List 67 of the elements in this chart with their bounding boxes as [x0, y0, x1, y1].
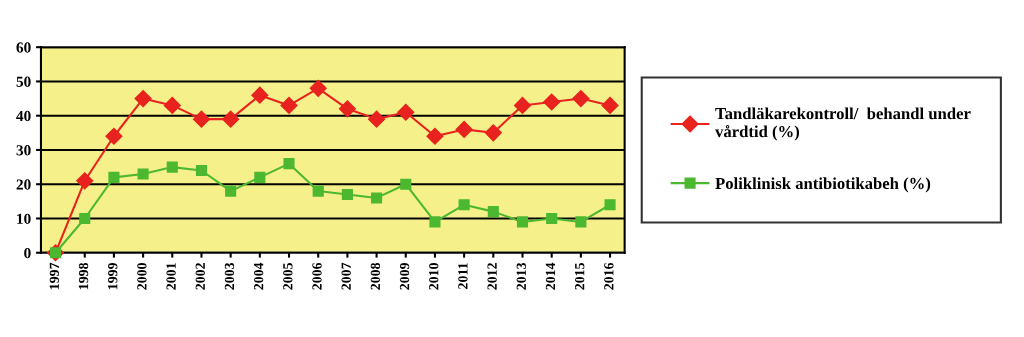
x-tick-label: 2000: [137, 263, 147, 290]
point: [166, 161, 178, 173]
point: [251, 86, 269, 104]
point: [280, 96, 298, 114]
x-tick-label: 2012: [487, 263, 497, 290]
y-tick-label: 30: [16, 145, 31, 156]
x-tick-label: 2016: [604, 262, 614, 290]
point: [572, 90, 590, 108]
point: [546, 212, 558, 225]
y-tick-label: 50: [16, 76, 31, 87]
x-tick-label: 2015: [574, 262, 585, 290]
x-tick-label: 2005: [283, 262, 293, 290]
point: [79, 212, 91, 225]
y-tick-label: 40: [16, 110, 31, 122]
point: [487, 206, 499, 218]
x-tick-label: 2009: [399, 262, 410, 290]
x-tick-label: 2011: [458, 263, 468, 289]
x-tick-label: 2007: [341, 262, 351, 290]
point: [543, 93, 561, 111]
point: [400, 178, 412, 190]
point: [254, 171, 266, 183]
x-tick-label: 2004: [253, 262, 264, 290]
point: [371, 192, 383, 204]
legend-label: Tandläkarekontroll/ behandl under vårdtid (%): [715, 107, 971, 141]
point: [338, 100, 356, 118]
y-tick-label: 0: [24, 247, 31, 259]
point: [458, 199, 470, 211]
point: [455, 120, 473, 138]
point: [225, 185, 237, 197]
point: [513, 96, 532, 114]
point: [283, 158, 295, 170]
point: [137, 168, 149, 180]
x-tick-label: 2002: [195, 263, 205, 290]
legend-label: Poliklinisk antibiotikabeh (%): [715, 177, 931, 193]
point: [604, 199, 616, 211]
point: [76, 172, 94, 190]
x-tick-label: 2001: [166, 263, 176, 290]
point: [341, 188, 353, 201]
x-tick-label: 2003: [224, 262, 235, 290]
point: [312, 185, 324, 197]
point: [195, 164, 208, 177]
point: [484, 124, 502, 142]
point: [134, 90, 152, 108]
point: [426, 127, 444, 145]
x-tick-label: 2014: [545, 262, 556, 290]
point: [368, 110, 386, 128]
point: [105, 127, 123, 145]
point: [163, 96, 181, 114]
point: [516, 216, 529, 228]
x-tick-label: 1999: [108, 262, 118, 290]
point: [397, 103, 415, 121]
point: [309, 79, 327, 97]
point: [222, 110, 240, 128]
x-tick-label: 2006: [312, 262, 322, 290]
point: [108, 171, 120, 183]
x-tick-label: 1997: [49, 262, 60, 290]
x-tick-label: 1998: [78, 262, 89, 290]
y-tick-label: 20: [16, 179, 31, 190]
point: [429, 216, 441, 228]
point: [601, 96, 619, 114]
point: [575, 216, 587, 228]
x-tick-label: 2008: [370, 262, 381, 290]
y-tick-label: 60: [16, 42, 31, 53]
y-tick-label: 10: [17, 213, 31, 224]
x-tick-label: 2010: [429, 263, 439, 290]
point: [192, 110, 211, 128]
x-tick-label: 2013: [516, 262, 526, 290]
